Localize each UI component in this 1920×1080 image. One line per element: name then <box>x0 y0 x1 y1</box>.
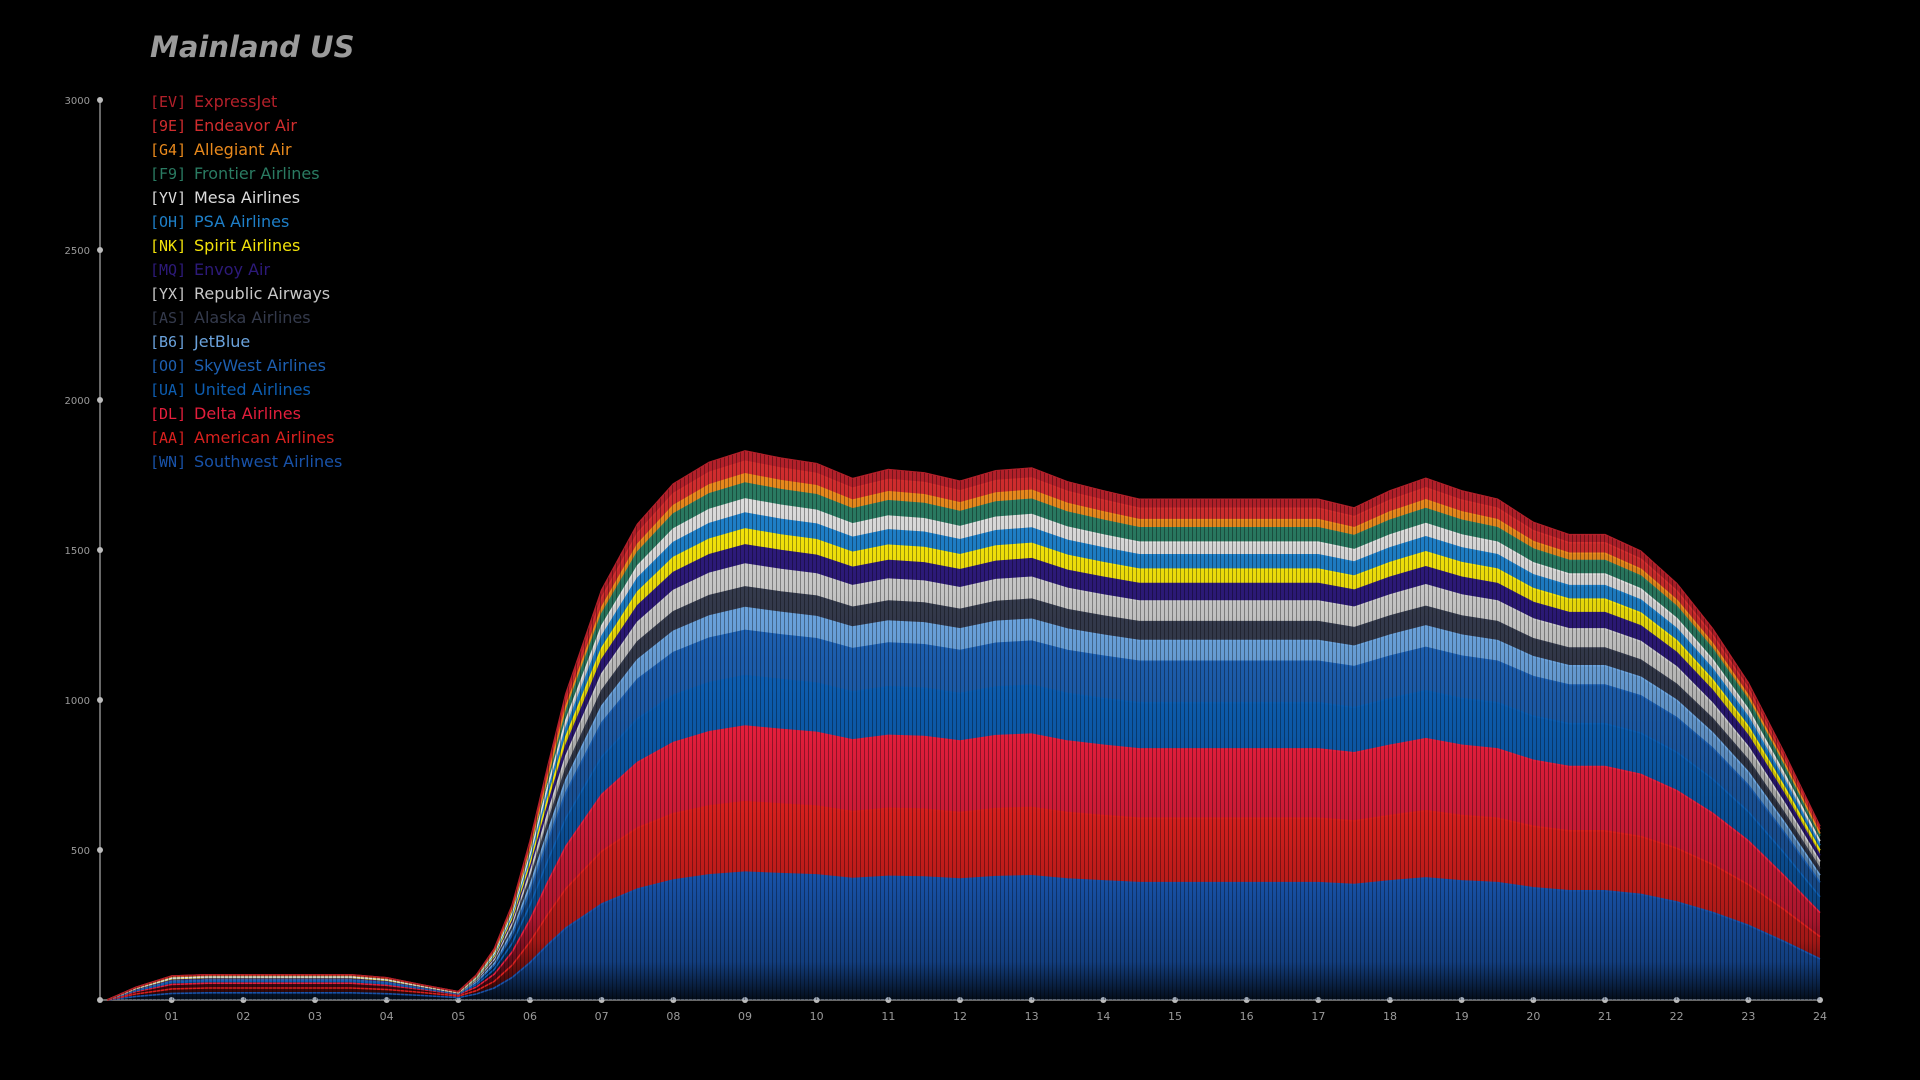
y-tick-label: 1000 <box>65 696 90 707</box>
legend-item: [NK] Spirit Airlines <box>150 234 342 258</box>
legend-code: [YX] <box>150 285 187 303</box>
y-tick-label: 500 <box>71 846 90 857</box>
legend-label: Spirit Airlines <box>194 236 301 255</box>
x-tick-label: 20 <box>1526 1010 1540 1023</box>
x-tick-label: 03 <box>308 1010 322 1023</box>
legend-code: [G4] <box>150 141 187 159</box>
x-tick-label: 09 <box>738 1010 752 1023</box>
legend-label: Envoy Air <box>194 260 271 279</box>
x-tick-label: 15 <box>1168 1010 1182 1023</box>
x-tick-label: 07 <box>595 1010 609 1023</box>
legend-label: Delta Airlines <box>194 404 301 423</box>
x-tick-label: 04 <box>380 1010 394 1023</box>
y-tick-mark <box>97 847 103 853</box>
legend-item: [OH] PSA Airlines <box>150 210 342 234</box>
y-tick-label: 2500 <box>65 246 90 257</box>
legend-label: SkyWest Airlines <box>194 356 326 375</box>
legend-code: [B6] <box>150 333 187 351</box>
y-tick-label: 2000 <box>65 396 90 407</box>
y-tick-mark <box>97 247 103 253</box>
legend-code: [MQ] <box>150 261 187 279</box>
legend-item: [YV] Mesa Airlines <box>150 186 342 210</box>
legend-code: [DL] <box>150 405 187 423</box>
y-tick-mark <box>97 547 103 553</box>
legend-label: Frontier Airlines <box>194 164 320 183</box>
legend-code: [EV] <box>150 93 187 111</box>
x-tick-label: 23 <box>1741 1010 1755 1023</box>
legend-item: [9E] Endeavor Air <box>150 114 342 138</box>
legend-item: [B6] JetBlue <box>150 330 342 354</box>
legend-code: [F9] <box>150 165 187 183</box>
x-tick-label: 16 <box>1240 1010 1254 1023</box>
x-tick-label: 17 <box>1311 1010 1325 1023</box>
legend-item: [EV] ExpressJet <box>150 90 342 114</box>
legend-label: Mesa Airlines <box>194 188 301 207</box>
legend-code: [OO] <box>150 357 187 375</box>
legend-code: [UA] <box>150 381 187 399</box>
y-tick-label: 1500 <box>65 546 90 557</box>
y-tick-label: 3000 <box>65 96 90 107</box>
legend-code: [YV] <box>150 189 187 207</box>
legend-item: [WN] Southwest Airlines <box>150 450 342 474</box>
x-tick-label: 01 <box>165 1010 179 1023</box>
chart-title: Mainland US <box>150 30 355 64</box>
legend-code: [WN] <box>150 453 187 471</box>
axis-origin-dot <box>97 997 103 1003</box>
legend-item: [UA] United Airlines <box>150 378 342 402</box>
legend-label: Allegiant Air <box>194 140 292 159</box>
legend-item: [G4] Allegiant Air <box>150 138 342 162</box>
legend-label: Southwest Airlines <box>194 452 343 471</box>
legend-label: JetBlue <box>194 332 251 351</box>
legend-label: United Airlines <box>194 380 311 399</box>
y-tick-mark <box>97 697 103 703</box>
y-tick-mark <box>97 397 103 403</box>
legend-code: [OH] <box>150 213 187 231</box>
legend-item: [MQ] Envoy Air <box>150 258 342 282</box>
legend-code: [AA] <box>150 429 187 447</box>
legend-code: [NK] <box>150 237 187 255</box>
x-tick-label: 24 <box>1813 1010 1827 1023</box>
legend-item: [DL] Delta Airlines <box>150 402 342 426</box>
legend-label: Republic Airways <box>194 284 331 303</box>
legend: [EV] ExpressJet [9E] Endeavor Air [G4] Allegi… <box>150 90 342 474</box>
legend-item: [F9] Frontier Airlines <box>150 162 342 186</box>
x-tick-label: 21 <box>1598 1010 1612 1023</box>
legend-code: [9E] <box>150 117 187 135</box>
legend-item: [OO] SkyWest Airlines <box>150 354 342 378</box>
legend-label: Endeavor Air <box>194 116 297 135</box>
legend-item: [AS] Alaska Airlines <box>150 306 342 330</box>
x-tick-label: 10 <box>810 1010 824 1023</box>
x-tick-label: 02 <box>236 1010 250 1023</box>
legend-label: ExpressJet <box>194 92 278 111</box>
legend-label: PSA Airlines <box>194 212 290 231</box>
texture-layer <box>107 451 1821 1000</box>
x-tick-label: 13 <box>1025 1010 1039 1023</box>
x-tick-label: 19 <box>1455 1010 1469 1023</box>
x-tick-label: 18 <box>1383 1010 1397 1023</box>
legend-item: [AA] American Airlines <box>150 426 342 450</box>
bar-texture <box>107 451 1821 1000</box>
legend-label: Alaska Airlines <box>194 308 311 327</box>
x-tick-label: 14 <box>1096 1010 1110 1023</box>
x-tick-label: 12 <box>953 1010 967 1023</box>
legend-code: [AS] <box>150 309 187 327</box>
y-tick-mark <box>97 97 103 103</box>
x-tick-label: 22 <box>1670 1010 1684 1023</box>
legend-label: American Airlines <box>194 428 335 447</box>
legend-item: [YX] Republic Airways <box>150 282 342 306</box>
x-tick-label: 05 <box>451 1010 465 1023</box>
x-tick-label: 08 <box>666 1010 680 1023</box>
x-tick-label: 11 <box>881 1010 895 1023</box>
x-tick-label: 06 <box>523 1010 537 1023</box>
